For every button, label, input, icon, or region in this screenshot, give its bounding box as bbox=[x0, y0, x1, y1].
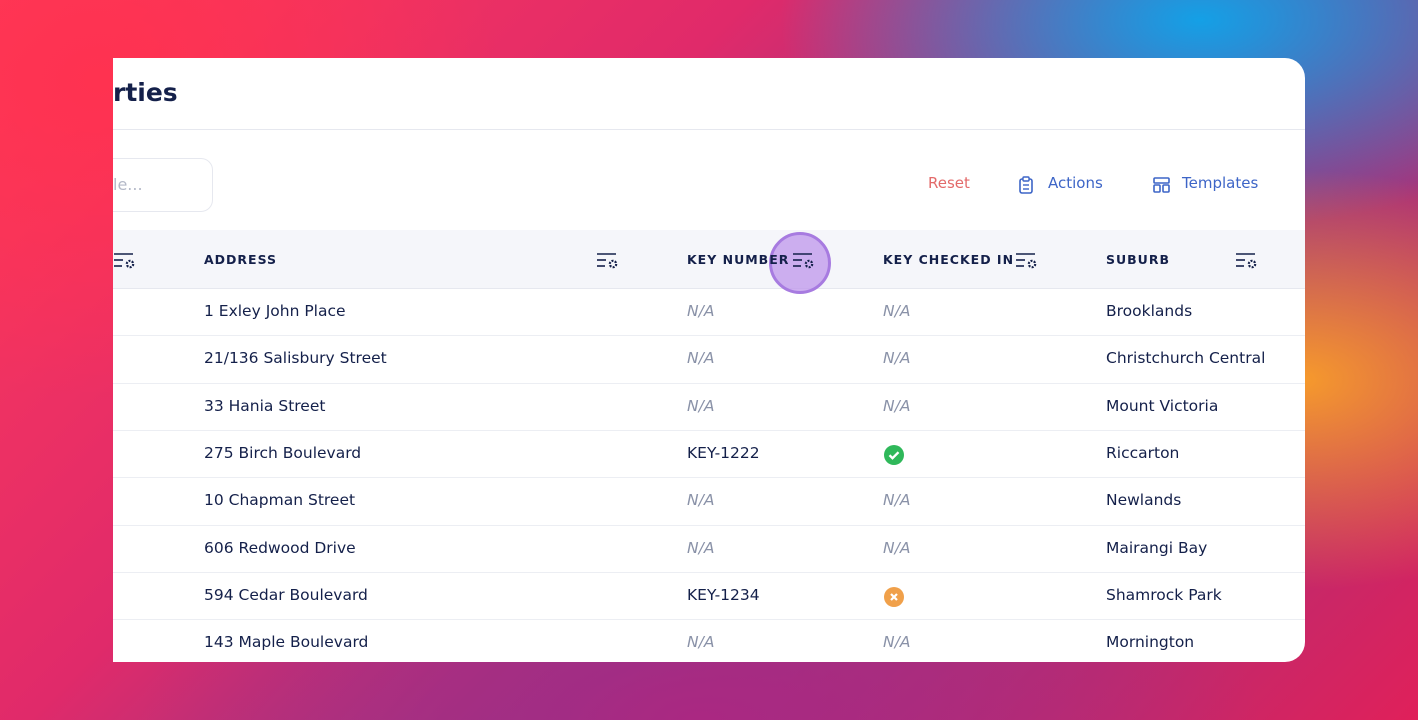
templates-icon bbox=[1153, 177, 1170, 193]
table-cell: N/A bbox=[687, 396, 715, 415]
row-divider bbox=[113, 335, 1305, 337]
table-cell: KEY-1234 bbox=[687, 585, 760, 604]
table-cell: N/A bbox=[883, 633, 911, 652]
table-cell: Christchurch Central bbox=[1106, 349, 1266, 368]
properties-panel: rties le... Reset Actions Templates ADDR… bbox=[113, 58, 1305, 662]
page-title: rties bbox=[113, 78, 178, 107]
column-header: KEY CHECKED IN bbox=[883, 252, 1015, 267]
table-cell: 606 Redwood Drive bbox=[204, 538, 356, 557]
table-cell: N/A bbox=[687, 349, 715, 368]
table-cell: N/A bbox=[883, 349, 911, 368]
column-settings-icon[interactable] bbox=[1235, 251, 1259, 271]
row-divider bbox=[113, 382, 1305, 384]
actions-icon bbox=[1019, 176, 1033, 194]
table-cell: Riccarton bbox=[1106, 443, 1180, 462]
row-divider bbox=[113, 524, 1305, 526]
not-checked-in-icon bbox=[884, 586, 904, 607]
column-settings-icon[interactable] bbox=[596, 251, 620, 271]
table-cell: 1 Exley John Place bbox=[204, 302, 346, 320]
table-cell: Newlands bbox=[1106, 491, 1182, 510]
table-cell: N/A bbox=[883, 396, 911, 415]
table-cell: N/A bbox=[687, 302, 715, 320]
table-cell: N/A bbox=[883, 491, 911, 510]
search-placeholder: le... bbox=[113, 175, 143, 194]
column-settings-icon[interactable] bbox=[113, 251, 137, 271]
row-divider bbox=[113, 477, 1305, 479]
table-cell: Brooklands bbox=[1106, 302, 1193, 320]
column-header: SUBURB bbox=[1106, 252, 1170, 267]
table-cell: Mornington bbox=[1106, 633, 1195, 652]
divider bbox=[113, 129, 1305, 130]
click-highlight bbox=[769, 232, 831, 294]
table-cell: Mount Victoria bbox=[1106, 396, 1219, 415]
table-cell: 33 Hania Street bbox=[204, 396, 326, 415]
search-box[interactable] bbox=[113, 158, 213, 212]
reset-button[interactable]: Reset bbox=[928, 174, 970, 192]
actions-button[interactable]: Actions bbox=[1048, 174, 1103, 192]
row-divider bbox=[113, 571, 1305, 573]
table-cell: 10 Chapman Street bbox=[204, 491, 356, 510]
table-cell: KEY-1222 bbox=[687, 443, 760, 462]
table-cell: 594 Cedar Boulevard bbox=[204, 585, 368, 604]
table-cell: N/A bbox=[883, 302, 911, 320]
table-cell: 21/136 Salisbury Street bbox=[204, 349, 387, 368]
checked-in-icon bbox=[884, 444, 904, 465]
column-header: ADDRESS bbox=[204, 252, 278, 267]
row-divider bbox=[113, 429, 1305, 431]
row-divider bbox=[113, 619, 1305, 621]
table-cell: N/A bbox=[687, 633, 715, 652]
table-header bbox=[113, 230, 1305, 289]
table-cell: N/A bbox=[687, 538, 715, 557]
table-cell: N/A bbox=[687, 491, 715, 510]
column-settings-icon[interactable] bbox=[1015, 251, 1039, 271]
table-cell: Mairangi Bay bbox=[1106, 538, 1208, 557]
column-header: KEY NUMBER bbox=[687, 252, 790, 267]
table-cell: 143 Maple Boulevard bbox=[204, 633, 369, 652]
table-cell: N/A bbox=[883, 538, 911, 557]
column-settings-icon[interactable] bbox=[792, 251, 816, 271]
table-cell: Shamrock Park bbox=[1106, 585, 1222, 604]
table-cell: 275 Birch Boulevard bbox=[204, 443, 362, 462]
templates-button[interactable]: Templates bbox=[1182, 174, 1259, 192]
